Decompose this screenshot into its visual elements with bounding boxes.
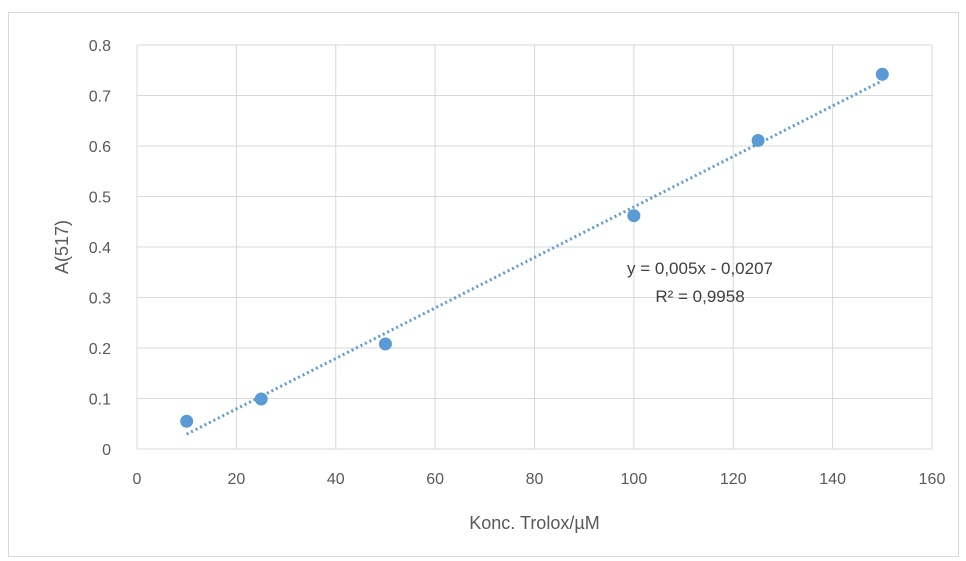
y-axis-label: A(517) [52,220,72,274]
data-point [180,414,194,428]
x-axis-label: Konc. Trolox/µM [469,513,599,533]
data-point [751,133,765,147]
x-tick-label: 0 [133,471,142,488]
trendline [186,79,883,436]
data-point [875,67,889,81]
y-tick-label: 0 [102,442,111,459]
x-tick-label: 20 [227,471,245,488]
y-tick-label: 0.2 [89,341,111,358]
x-tick-label: 160 [919,471,946,488]
chart-area [8,12,959,557]
x-tick-label: 40 [327,471,345,488]
grid [136,44,933,450]
x-tick-label: 80 [526,471,544,488]
trendline-r-squared: R² = 0,9958 [655,287,744,306]
y-axis-ticks: 0 0.1 0.2 0.3 0.4 0.5 0.6 0.7 0.8 [89,38,111,459]
y-tick-label: 0.4 [89,240,111,257]
y-tick-label: 0.6 [89,139,111,156]
x-axis-ticks: 0 20 40 60 80 100 120 140 160 [133,471,946,488]
x-tick-label: 60 [426,471,444,488]
x-tick-label: 120 [720,471,747,488]
y-tick-label: 0.5 [89,190,111,207]
y-tick-label: 0.3 [89,291,111,308]
x-tick-label: 100 [621,471,648,488]
data-point [378,337,392,351]
data-point [254,392,268,406]
y-tick-label: 0.7 [89,89,111,106]
x-tick-label: 140 [819,471,846,488]
trendline-equation: y = 0,005x - 0,0207 [627,259,773,278]
y-tick-label: 0.1 [89,392,111,409]
data-point [627,209,641,223]
data-points [180,67,889,428]
y-tick-label: 0.8 [89,38,111,55]
